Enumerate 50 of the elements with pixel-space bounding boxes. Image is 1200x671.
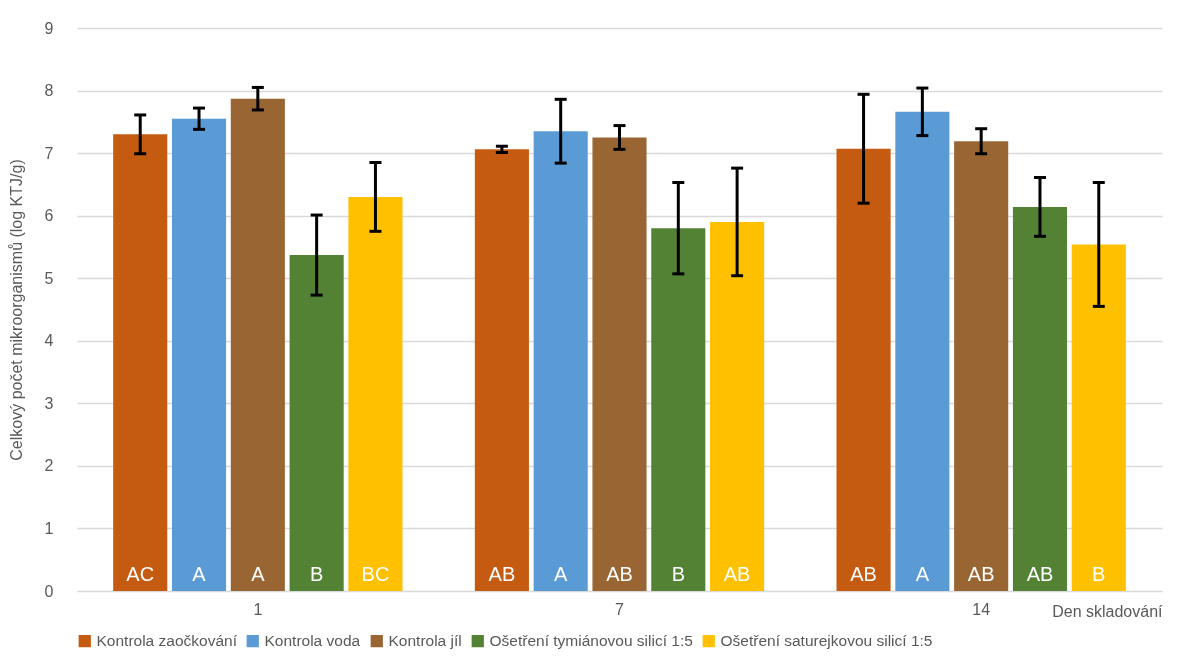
x-axis-title: Den skladování: [1052, 602, 1164, 620]
bar: [836, 148, 891, 591]
y-tick-label: 2: [44, 457, 54, 475]
data-label: A: [554, 563, 569, 585]
y-tick-label: 9: [44, 19, 54, 37]
bar: [1071, 244, 1126, 591]
y-tick-label: 0: [44, 582, 54, 600]
bar: [348, 196, 403, 591]
y-tick-label: 6: [44, 207, 54, 225]
data-label: A: [251, 563, 266, 585]
data-label: B: [671, 563, 685, 585]
bar: [954, 141, 1009, 591]
legend-label: Kontrola voda: [264, 632, 361, 650]
bar: [533, 131, 588, 591]
x-tick-label: 7: [615, 600, 625, 618]
bar: [1012, 206, 1068, 591]
data-label: A: [915, 563, 930, 585]
legend-label: Ošetření saturejkovou silicí 1:5: [720, 632, 933, 650]
x-tick-label: 14: [972, 600, 991, 618]
y-tick-label: 1: [44, 519, 54, 537]
y-tick-label: 3: [44, 394, 54, 412]
data-label: AB: [606, 563, 633, 585]
legend-label: Kontrola zaočkování: [96, 632, 238, 650]
data-label: BC: [361, 563, 390, 585]
y-tick-label: 7: [44, 144, 54, 162]
y-tick-label: 4: [44, 332, 54, 350]
bar: [895, 111, 950, 591]
bar: [474, 149, 529, 591]
data-label: B: [1092, 563, 1106, 585]
data-label: AB: [850, 563, 877, 585]
data-label: AC: [126, 563, 155, 585]
data-label: AB: [1026, 563, 1054, 585]
bar: [171, 118, 227, 591]
y-axis-title: Celkový počet mikroorganismů (log KTJ/g): [7, 159, 25, 461]
bar: [592, 137, 647, 591]
data-label: AB: [967, 563, 995, 585]
data-label: AB: [723, 563, 751, 585]
bar: [230, 98, 285, 591]
bar: [651, 228, 706, 591]
bar: [113, 134, 168, 591]
data-label: B: [309, 563, 324, 585]
legend-label: Kontrola jíl: [388, 632, 462, 650]
bar: [289, 255, 344, 591]
x-tick-label: 1: [253, 600, 263, 618]
data-label: A: [192, 563, 207, 585]
y-tick-label: 8: [44, 82, 54, 100]
legend-label: Ošetření tymiánovou silicí 1:5: [489, 632, 693, 650]
bar: [710, 221, 765, 591]
data-label: AB: [488, 563, 516, 585]
y-tick-label: 5: [44, 269, 54, 287]
